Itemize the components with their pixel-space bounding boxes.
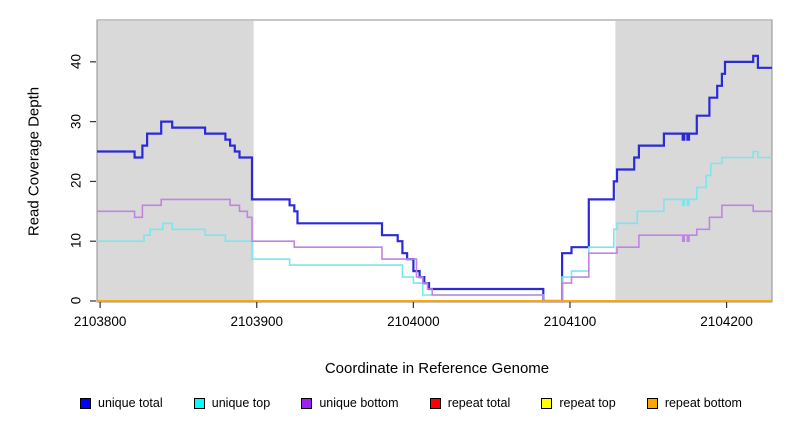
shaded-region-0 bbox=[97, 21, 254, 301]
legend-swatch-unique-total bbox=[80, 397, 91, 409]
legend-item-repeat-total: repeat total bbox=[429, 396, 511, 410]
legend-swatch-unique-bottom bbox=[301, 397, 313, 409]
legend: unique total unique top unique bottom repea… bbox=[80, 396, 742, 410]
y-tick-label: 20 bbox=[68, 173, 84, 189]
legend-label: unique top bbox=[211, 396, 271, 410]
y-tick-label: 40 bbox=[68, 53, 84, 69]
x-tick-label: 2103800 bbox=[73, 314, 127, 329]
y-axis-title: Read Coverage Depth bbox=[25, 86, 43, 237]
legend-label: repeat top bbox=[559, 396, 616, 410]
series-line-unique-bottom bbox=[97, 198, 772, 302]
legend-item-unique-total: unique total bbox=[80, 396, 163, 410]
x-tick-label: 2104000 bbox=[387, 314, 440, 329]
plot-box bbox=[96, 19, 773, 303]
x-tick-label: 2104100 bbox=[543, 314, 597, 329]
y-tick-label: 30 bbox=[68, 113, 84, 129]
legend-item-unique-bottom: unique bottom bbox=[301, 396, 399, 410]
y-tick-label: 0 bbox=[68, 296, 84, 305]
legend-label: unique bottom bbox=[319, 396, 399, 410]
x-tick-label: 2103900 bbox=[230, 314, 284, 329]
legend-swatch-unique-top bbox=[193, 397, 205, 409]
legend-swatch-repeat-bottom bbox=[646, 397, 658, 409]
legend-label: repeat bottom bbox=[664, 396, 742, 410]
legend-label: repeat total bbox=[447, 396, 511, 410]
legend-swatch-repeat-top bbox=[541, 397, 553, 409]
legend-item-unique-top: unique top bbox=[193, 396, 271, 410]
x-tick-label: 2104200 bbox=[700, 314, 753, 329]
legend-label: unique total bbox=[98, 396, 163, 410]
x-axis-title: Coordinate in Reference Genome bbox=[324, 360, 550, 377]
legend-item-repeat-top: repeat top bbox=[541, 396, 616, 410]
legend-swatch-repeat-total bbox=[429, 397, 441, 409]
shaded-region-1 bbox=[615, 21, 772, 301]
legend-item-repeat-bottom: repeat bottom bbox=[646, 396, 742, 410]
y-tick-label: 10 bbox=[68, 233, 84, 249]
